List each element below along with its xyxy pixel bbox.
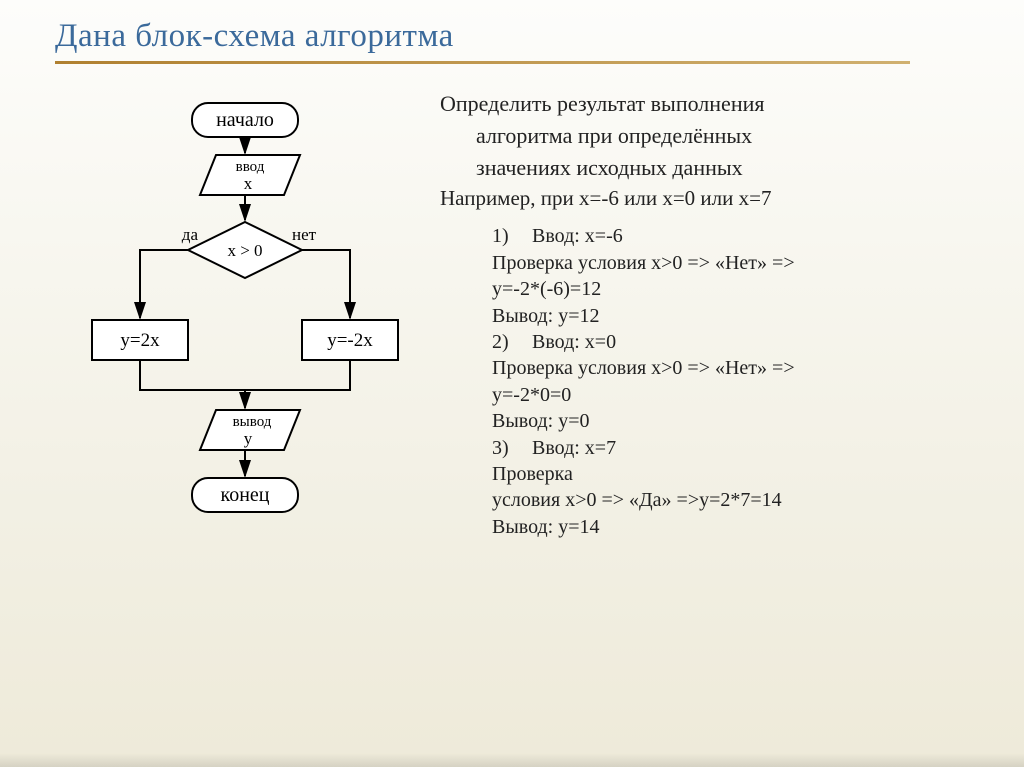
step-line: y=-2*(-6)=12 — [492, 276, 994, 302]
content-area: начало ввод x x > 0 да — [0, 72, 1024, 540]
step-line: 3)Ввод: x=7 — [492, 435, 994, 461]
edge-label-yes: да — [182, 225, 199, 244]
step-text: Проверка условия x>0 => «Нет» => — [492, 252, 795, 274]
node-output: вывод y — [200, 410, 300, 450]
edge-cond-left — [140, 250, 188, 318]
node-condition: x > 0 — [188, 222, 302, 278]
step-line: Проверка условия x>0 => «Нет» => — [492, 250, 994, 276]
step-text: Вывод: y=12 — [492, 305, 600, 327]
step-text: y=-2*0=0 — [492, 384, 571, 406]
node-start: начало — [192, 103, 298, 137]
step-line: Вывод: y=14 — [492, 514, 994, 540]
slide-shadow — [0, 753, 1024, 767]
slide: Дана блок-схема алгоритма начало — [0, 0, 1024, 767]
node-proc-left: y=2x — [92, 320, 188, 360]
step-line: Вывод: y=12 — [492, 303, 994, 329]
step-line: условия x>0 => «Да» =>y=2*7=14 — [492, 487, 994, 513]
step-line: Вывод: y=0 — [492, 408, 994, 434]
step-line: 1)Ввод: x=-6 — [492, 223, 994, 249]
step-line: Проверка — [492, 461, 994, 487]
step-text: Вывод: y=14 — [492, 516, 600, 538]
text-column: Определить результат выполнения алгоритм… — [430, 90, 994, 540]
node-proc-right: y=-2x — [302, 320, 398, 360]
step-text: Вывод: y=0 — [492, 410, 590, 432]
edge-join-left — [140, 360, 245, 390]
steps-block: 1)Ввод: x=-6 Проверка условия x>0 => «Нет… — [440, 223, 994, 540]
title-bar: Дана блок-схема алгоритма — [0, 0, 1024, 72]
node-input: ввод x — [200, 155, 300, 195]
step-text: Проверка — [492, 463, 573, 485]
node-proc-right-label: y=-2x — [327, 330, 373, 351]
intro-line-2: алгоритма при определённых — [440, 122, 994, 150]
slide-title: Дана блок-схема алгоритма — [55, 18, 984, 55]
step-text: условия x>0 => «Да» =>y=2*7=14 — [492, 489, 782, 511]
intro-line-3: значениях исходных данных — [440, 154, 994, 182]
flowchart-column: начало ввод x x > 0 да — [30, 90, 430, 540]
step-number: 2) — [492, 329, 532, 355]
step-number: 1) — [492, 223, 532, 249]
node-start-label: начало — [216, 109, 274, 131]
step-text: Ввод: x=-6 — [532, 225, 623, 247]
edge-label-no: нет — [292, 225, 317, 244]
edge-cond-right — [302, 250, 350, 318]
edge-join-right — [245, 360, 350, 390]
example-line: Например, при x=-6 или x=0 или x=7 — [440, 186, 994, 211]
node-input-label-bot: x — [244, 174, 253, 193]
step-text: Проверка условия x>0 => «Нет» => — [492, 357, 795, 379]
node-input-label-top: ввод — [236, 159, 265, 175]
node-output-label-top: вывод — [233, 414, 272, 430]
node-output-label-bot: y — [244, 429, 253, 448]
step-number: 3) — [492, 435, 532, 461]
title-underline — [55, 61, 910, 64]
step-line: y=-2*0=0 — [492, 382, 994, 408]
node-end: конец — [192, 478, 298, 512]
node-end-label: конец — [221, 484, 270, 506]
intro-line-1: Определить результат выполнения — [440, 90, 994, 118]
step-line: 2)Ввод: x=0 — [492, 329, 994, 355]
step-text: y=-2*(-6)=12 — [492, 278, 601, 300]
flowchart-svg: начало ввод x x > 0 да — [70, 90, 430, 540]
node-proc-left-label: y=2x — [120, 330, 160, 351]
step-text: Ввод: x=7 — [532, 437, 616, 459]
step-line: Проверка условия x>0 => «Нет» => — [492, 355, 994, 381]
step-text: Ввод: x=0 — [532, 331, 616, 353]
node-condition-label: x > 0 — [227, 241, 262, 260]
